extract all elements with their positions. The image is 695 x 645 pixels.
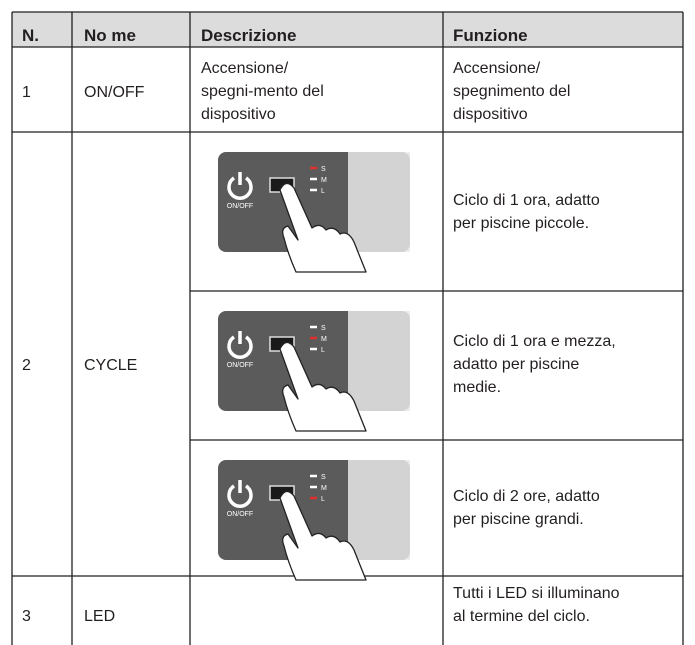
header-cell: Funzione <box>453 26 528 45</box>
led-label: S <box>321 325 326 332</box>
led-label: M <box>321 177 327 184</box>
header-bg <box>12 12 683 47</box>
cell-number: 2 <box>22 357 31 374</box>
grid-lines <box>11 11 684 645</box>
cell-number: 1 <box>22 84 31 101</box>
header-cell: No me <box>84 26 136 45</box>
led-label: L <box>321 347 325 354</box>
panel-illustration: ON/OFF SML <box>218 311 410 432</box>
cell-function: Ciclo di 2 ore, adatto per piscine grand… <box>453 488 600 528</box>
led-label: S <box>321 166 326 173</box>
power-icon <box>227 335 253 359</box>
cell-function: Ciclo di 1 ora e mezza, adatto per pisci… <box>453 333 616 396</box>
header-cell: N. <box>22 26 39 45</box>
cell-description: Accensione/ spegni-mento del dispositivo <box>201 60 324 123</box>
power-label: ON/OFF <box>227 362 253 369</box>
led-label: S <box>321 474 326 481</box>
power-label: ON/OFF <box>227 511 253 518</box>
power-icon <box>227 484 253 508</box>
hand <box>279 182 367 273</box>
hand <box>279 490 367 581</box>
cell-name: ON/OFF <box>84 84 145 101</box>
panel-fade <box>348 311 410 411</box>
power-icon <box>227 176 253 200</box>
hand <box>279 341 367 432</box>
cell-number: 3 <box>22 608 31 625</box>
cell-function: Tutti i LED si illuminano al termine del… <box>453 585 620 625</box>
header-cell: Descrizione <box>201 26 297 45</box>
cell-name: CYCLE <box>84 357 138 374</box>
power-label: ON/OFF <box>227 203 253 210</box>
cell-function: Ciclo di 1 ora, adatto per piscine picco… <box>453 192 600 232</box>
cell-function: Accensione/ spegnimento del dispositivo <box>453 60 571 123</box>
led-label: L <box>321 496 325 503</box>
panel-fade <box>348 152 410 252</box>
led-label: M <box>321 485 327 492</box>
led-label: M <box>321 336 327 343</box>
cell-name: LED <box>84 608 116 625</box>
panel-illustration: ON/OFF SML <box>218 460 410 581</box>
panel-illustration: ON/OFF SML <box>218 152 410 273</box>
led-label: L <box>321 188 325 195</box>
panel-fade <box>348 460 410 560</box>
